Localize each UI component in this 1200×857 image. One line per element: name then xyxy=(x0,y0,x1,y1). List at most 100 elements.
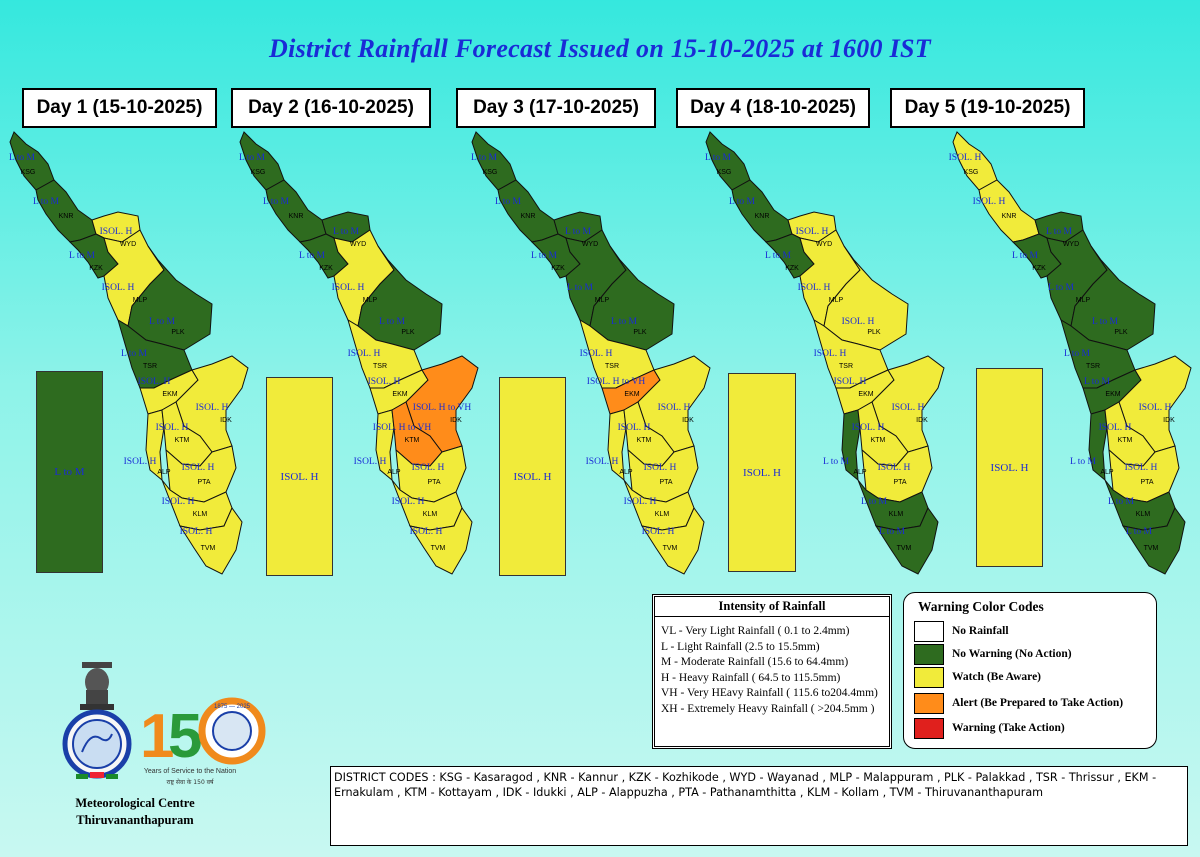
district-code-klm: KLM xyxy=(889,511,904,518)
forecast-label-mlp: ISOL. H xyxy=(798,283,831,293)
forecast-label-mlp: L to M xyxy=(567,283,594,293)
forecast-label-mlp: ISOL. H xyxy=(332,283,365,293)
district-tvm xyxy=(640,506,705,575)
forecast-label-idk: ISOL. H xyxy=(196,403,229,413)
forecast-label-tsr: L to M xyxy=(1064,349,1091,359)
district-code-pta: PTA xyxy=(1140,479,1153,486)
district-code-ktm: KTM xyxy=(637,437,652,444)
district-code-tvm: TVM xyxy=(431,545,446,552)
forecast-label-wyd: L to M xyxy=(333,227,360,237)
forecast-label-ktm: ISOL. H to VH xyxy=(373,423,432,433)
forecast-label-ekm: L to M xyxy=(1084,377,1111,387)
forecast-label-wyd: L to M xyxy=(1046,227,1073,237)
warning-label: Watch (Be Aware) xyxy=(952,671,1042,683)
district-code-wyd: WYD xyxy=(1063,241,1079,248)
forecast-label-knr: ISOL. H xyxy=(973,197,1006,207)
forecast-label-tvm: L to M xyxy=(1126,527,1153,537)
forecast-label-alp: ISOL. H xyxy=(586,457,619,467)
forecast-label-ktm: ISOL. H xyxy=(1099,423,1132,433)
forecast-label-ktm: ISOL. H xyxy=(852,423,885,433)
intensity-line: L - Light Rainfall (2.5 to 15.5mm) xyxy=(661,640,820,653)
forecast-label-idk: ISOL. H to VH xyxy=(413,403,472,413)
intensity-line: VL - Very Light Rainfall ( 0.1 to 2.4mm) xyxy=(661,625,850,637)
district-code-kzk: KZK xyxy=(1032,265,1046,272)
forecast-label-idk: ISOL. H xyxy=(1139,403,1172,413)
district-code-ekm: EKM xyxy=(858,391,873,398)
forecast-label-klm: L to M xyxy=(1108,497,1135,507)
forecast-label-kzk: L to M xyxy=(765,251,792,261)
district-code-klm: KLM xyxy=(655,511,670,518)
district-code-knr: KNR xyxy=(755,213,770,220)
forecast-label-plk: ISOL. H xyxy=(842,317,875,327)
district-code-mlp: MLP xyxy=(1076,297,1091,304)
district-tvm xyxy=(874,506,939,575)
forecast-label-tvm: ISOL. H xyxy=(180,527,213,537)
forecast-label-mlp: L to M xyxy=(1048,283,1075,293)
district-code-tsr: TSR xyxy=(839,363,853,370)
district-code-wyd: WYD xyxy=(816,241,832,248)
org-line-1: Meteorological Centre xyxy=(75,796,195,810)
district-code-ksg: KSG xyxy=(964,169,979,176)
district-code-plk: PLK xyxy=(401,329,415,336)
intensity-line: XH - Extremely Heavy Rainfall ( >204.5mm… xyxy=(661,702,875,715)
forecast-label-plk: L to M xyxy=(611,317,638,327)
forecast-label-tvm: ISOL. H xyxy=(410,527,443,537)
forecast-label-ekm: ISOL. H xyxy=(368,377,401,387)
district-tvm xyxy=(408,506,473,575)
district-code-pta: PTA xyxy=(197,479,210,486)
warning-label: Alert (Be Prepared to Take Action) xyxy=(952,697,1124,709)
district-code-wyd: WYD xyxy=(582,241,598,248)
forecast-label-pta: ISOL. H xyxy=(1125,463,1158,473)
district-code-idk: IDK xyxy=(220,417,232,424)
day-5-island-label: ISOL. H xyxy=(990,461,1029,474)
forecast-label-alp: ISOL. H xyxy=(354,457,387,467)
district-code-tvm: TVM xyxy=(897,545,912,552)
district-code-plk: PLK xyxy=(1114,329,1128,336)
page-title: District Rainfall Forecast Issued on 15-… xyxy=(269,34,931,63)
day-4-map: KSG L to M KNR L to M WYD ISOL. H KZK L to M MLP… xyxy=(696,130,946,580)
intensity-heading: Intensity of Rainfall xyxy=(655,599,889,617)
district-code-tsr: TSR xyxy=(605,363,619,370)
forecast-label-knr: L to M xyxy=(263,197,290,207)
district-code-ktm: KTM xyxy=(871,437,886,444)
warning-item: No Rainfall xyxy=(914,620,1009,642)
forecast-label-tsr: ISOL. H xyxy=(348,349,381,359)
warning-swatch xyxy=(914,692,944,714)
logo-150-five: 5 xyxy=(168,702,202,771)
forecast-label-alp: ISOL. H xyxy=(124,457,157,467)
district-tvm xyxy=(1121,506,1186,575)
forecast-label-plk: L to M xyxy=(1092,317,1119,327)
district-code-kzk: KZK xyxy=(551,265,565,272)
day-2-island-label: ISOL. H xyxy=(280,470,319,483)
logo-150-tagline-hindi: राष्ट्र सेवा के 150 वर्ष xyxy=(167,778,215,786)
forecast-label-ktm: ISOL. H xyxy=(618,423,651,433)
day-5-map: KSG ISOL. H KNR ISOL. H WYD L to M KZK L to M ML… xyxy=(943,130,1193,580)
forecast-label-ksg: L to M xyxy=(239,153,266,163)
district-code-mlp: MLP xyxy=(133,297,148,304)
district-code-knr: KNR xyxy=(1002,213,1017,220)
district-code-ktm: KTM xyxy=(405,437,420,444)
forecast-label-plk: L to M xyxy=(379,317,406,327)
district-code-klm: KLM xyxy=(193,511,208,518)
district-code-idk: IDK xyxy=(916,417,928,424)
district-code-ekm: EKM xyxy=(1105,391,1120,398)
forecast-label-pta: ISOL. H xyxy=(878,463,911,473)
forecast-label-ksg: L to M xyxy=(9,153,36,163)
organisation-name: Meteorological Centre Thiruvananthapuram xyxy=(40,795,230,829)
district-code-wyd: WYD xyxy=(350,241,366,248)
district-knr xyxy=(35,179,97,243)
forecast-label-alp: L to M xyxy=(823,457,850,467)
day-3-header: Day 3 (17-10-2025) xyxy=(456,88,656,128)
district-code-alp: ALP xyxy=(1100,469,1114,476)
day-5-island-box: ISOL. H xyxy=(976,368,1043,567)
district-code-knr: KNR xyxy=(289,213,304,220)
forecast-label-klm: ISOL. H xyxy=(624,497,657,507)
warning-swatch xyxy=(914,643,944,665)
district-code-ktm: KTM xyxy=(1118,437,1133,444)
logo-150-one: 1 xyxy=(140,702,174,771)
district-code-pta: PTA xyxy=(659,479,672,486)
forecast-label-klm: L to M xyxy=(861,497,888,507)
district-code-knr: KNR xyxy=(59,213,74,220)
district-code-tsr: TSR xyxy=(373,363,387,370)
district-code-plk: PLK xyxy=(867,329,881,336)
